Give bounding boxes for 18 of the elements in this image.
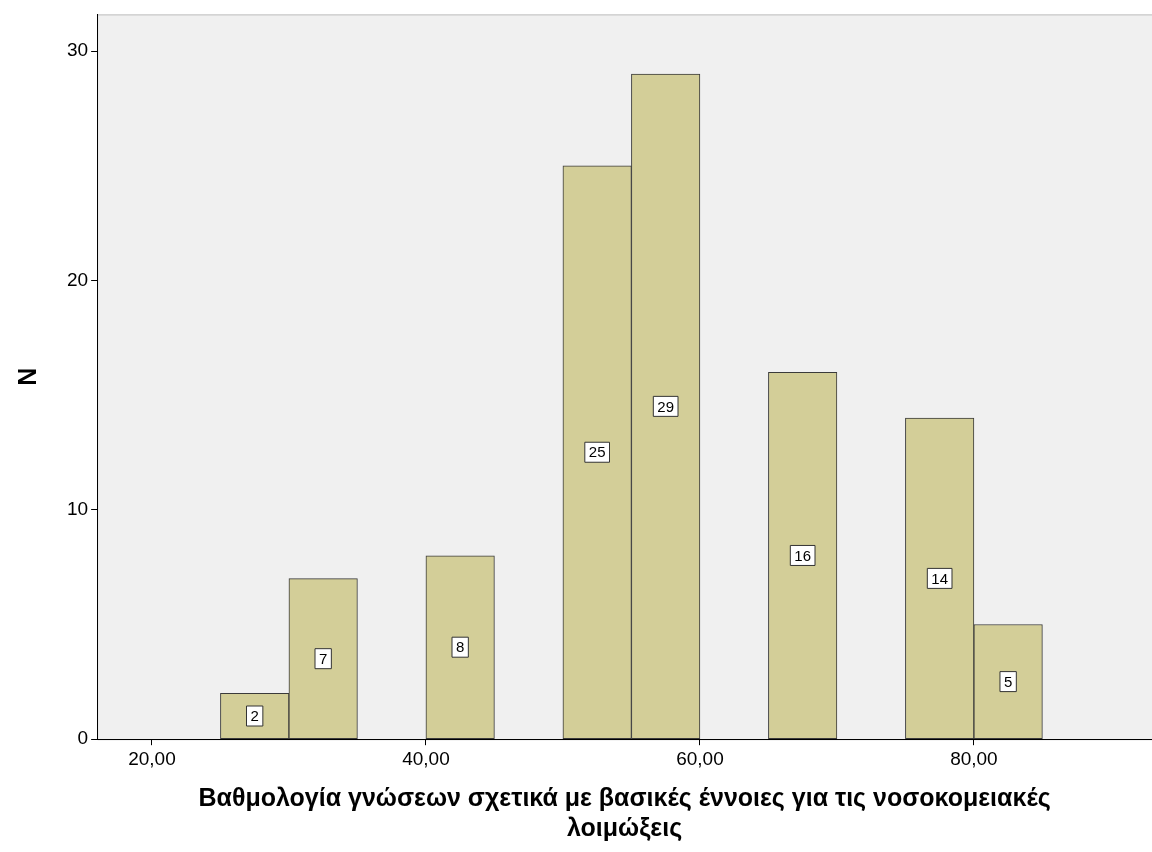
data-label: 14 xyxy=(931,569,948,587)
x-tick-label: 80,00 xyxy=(950,747,998,769)
data-label: 29 xyxy=(657,397,675,415)
data-label: 25 xyxy=(588,443,606,461)
y-tick-label: 30 xyxy=(66,39,89,61)
data-label: 5 xyxy=(1003,672,1013,690)
data-label: 8 xyxy=(456,638,465,656)
x-axis-title: Βαθμολογία γνώσεων σχετικά με βασικές έννοιες για τις νοσοκομειακές λοιμώξεις xyxy=(198,782,1051,842)
data-label: 16 xyxy=(794,546,811,564)
y-tick-label: 10 xyxy=(66,498,89,520)
y-tick-label: 20 xyxy=(66,268,89,290)
x-tick-label: 20,00 xyxy=(128,747,176,769)
data-label: 7 xyxy=(319,649,328,667)
y-axis-title: N xyxy=(12,367,41,386)
y-tick-label: 0 xyxy=(77,727,89,749)
data-label: 2 xyxy=(250,707,259,725)
x-tick-label: 60,00 xyxy=(676,747,724,769)
x-tick-label: 40,00 xyxy=(402,747,450,769)
